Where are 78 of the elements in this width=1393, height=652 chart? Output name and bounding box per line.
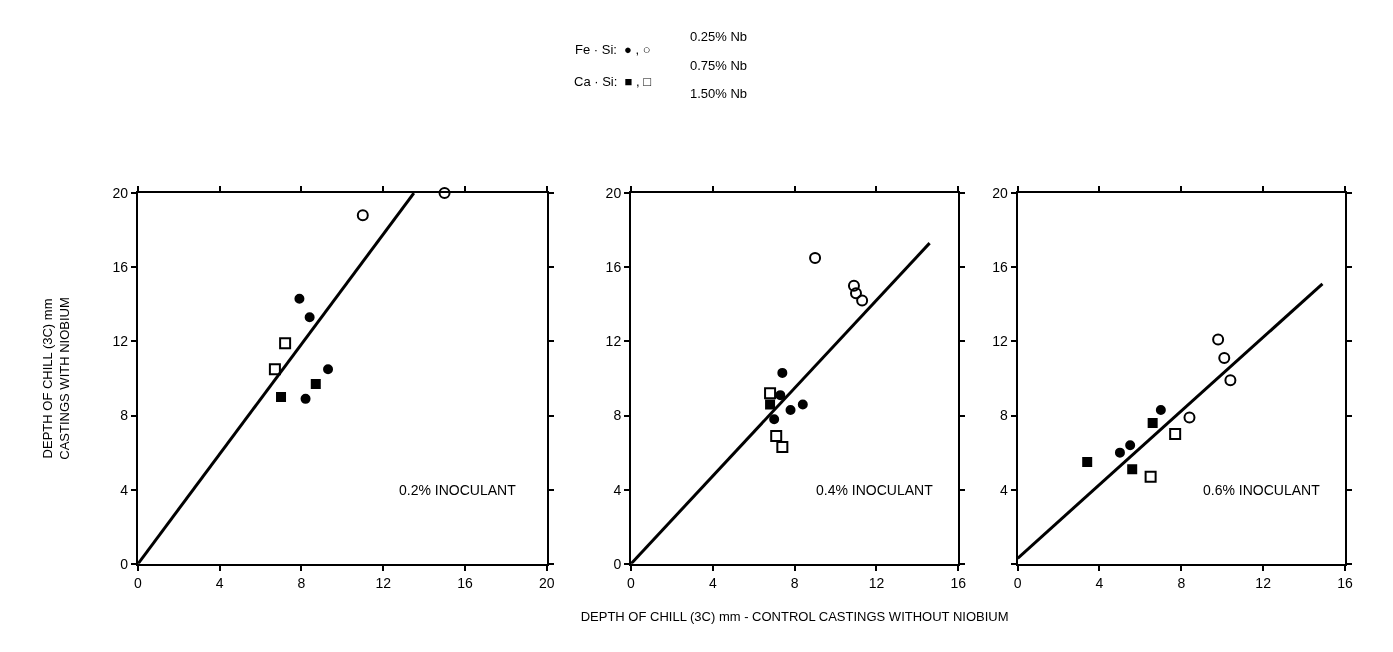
point	[310, 379, 321, 390]
x-tick-label: 0	[627, 574, 636, 591]
y-tick-label: 12	[605, 333, 622, 350]
point	[279, 337, 292, 350]
text: 1.50% Nb	[690, 86, 748, 101]
point	[1224, 374, 1237, 387]
y-tick-label: 20	[605, 184, 622, 201]
point	[797, 399, 808, 410]
point	[1218, 352, 1231, 365]
point	[1147, 417, 1158, 428]
x-tick-label: 8	[297, 574, 306, 591]
y-tick-label: 16	[992, 259, 1009, 276]
x-tick-label: 16	[950, 574, 967, 591]
y-tick-label: 12	[992, 333, 1009, 350]
point	[776, 441, 789, 454]
point	[300, 393, 311, 404]
point	[1155, 404, 1166, 415]
point	[1183, 411, 1196, 424]
y-tick-label: 8	[613, 407, 622, 424]
x-axis-title: DEPTH OF CHILL (3C) mm - CONTROL CASTINGS WITHOUT NIOBIUM	[580, 608, 1009, 624]
point	[809, 251, 822, 264]
point	[356, 209, 369, 222]
text: 0.75% Nb	[690, 58, 748, 73]
point	[770, 429, 783, 442]
point	[438, 187, 451, 200]
text: Ca · Si: ■ , □	[574, 74, 652, 89]
point	[765, 399, 776, 410]
y-tick-label: 8	[120, 407, 129, 424]
x-tick-label: 12	[375, 574, 392, 591]
x-tick-label: 8	[790, 574, 799, 591]
y-tick-label: 20	[112, 184, 129, 201]
x-tick-label: 20	[538, 574, 555, 591]
point	[1144, 470, 1157, 483]
point	[1114, 447, 1125, 458]
x-tick-label: 12	[1255, 574, 1272, 591]
x-tick-label: 12	[868, 574, 885, 591]
point	[769, 414, 780, 425]
point	[1127, 464, 1138, 475]
point	[764, 387, 777, 400]
x-tick-label: 0	[134, 574, 143, 591]
point	[847, 279, 860, 292]
x-tick-label: 4	[215, 574, 224, 591]
x-tick-label: 0	[1013, 574, 1022, 591]
point	[856, 294, 869, 307]
y-tick-label: 4	[1000, 481, 1009, 498]
x-tick-label: 8	[1177, 574, 1186, 591]
y-tick-label: 4	[120, 481, 129, 498]
point	[1212, 333, 1225, 346]
point	[775, 390, 786, 401]
y-tick-label: 0	[613, 555, 622, 572]
point	[323, 364, 334, 375]
x-tick-label: 16	[457, 574, 473, 591]
annotation: 0.6% INOCULANT	[1203, 482, 1321, 498]
text: 0.25% Nb	[690, 29, 748, 44]
annotation: 0.2% INOCULANT	[399, 482, 517, 498]
x-tick-label: 16	[1337, 574, 1353, 591]
point	[850, 287, 862, 300]
annotation: 0.4% INOCULANT	[816, 482, 934, 498]
point	[785, 404, 796, 415]
y-tick-label: 16	[112, 259, 129, 276]
y-tick-label: 12	[112, 333, 129, 350]
point	[1082, 456, 1093, 467]
point	[294, 293, 305, 304]
y-axis-title: DEPTH OF CHILL (3C) mm CASTINGS WITH NIOBIUM	[40, 297, 73, 460]
y-tick-label: 0	[120, 555, 129, 572]
point	[268, 363, 281, 376]
y-tick-label: 4	[613, 481, 622, 498]
point	[1125, 440, 1136, 451]
y-tick-label: 16	[605, 259, 622, 276]
y-tick-label: 8	[1000, 407, 1009, 424]
point	[304, 312, 315, 323]
y-tick-label: 20	[992, 184, 1009, 201]
point	[276, 392, 287, 403]
text: Fe · Si: ● , ○	[575, 42, 651, 57]
point	[1169, 428, 1182, 441]
x-tick-label: 4	[708, 574, 717, 591]
point	[777, 367, 788, 378]
x-tick-label: 4	[1095, 574, 1104, 591]
